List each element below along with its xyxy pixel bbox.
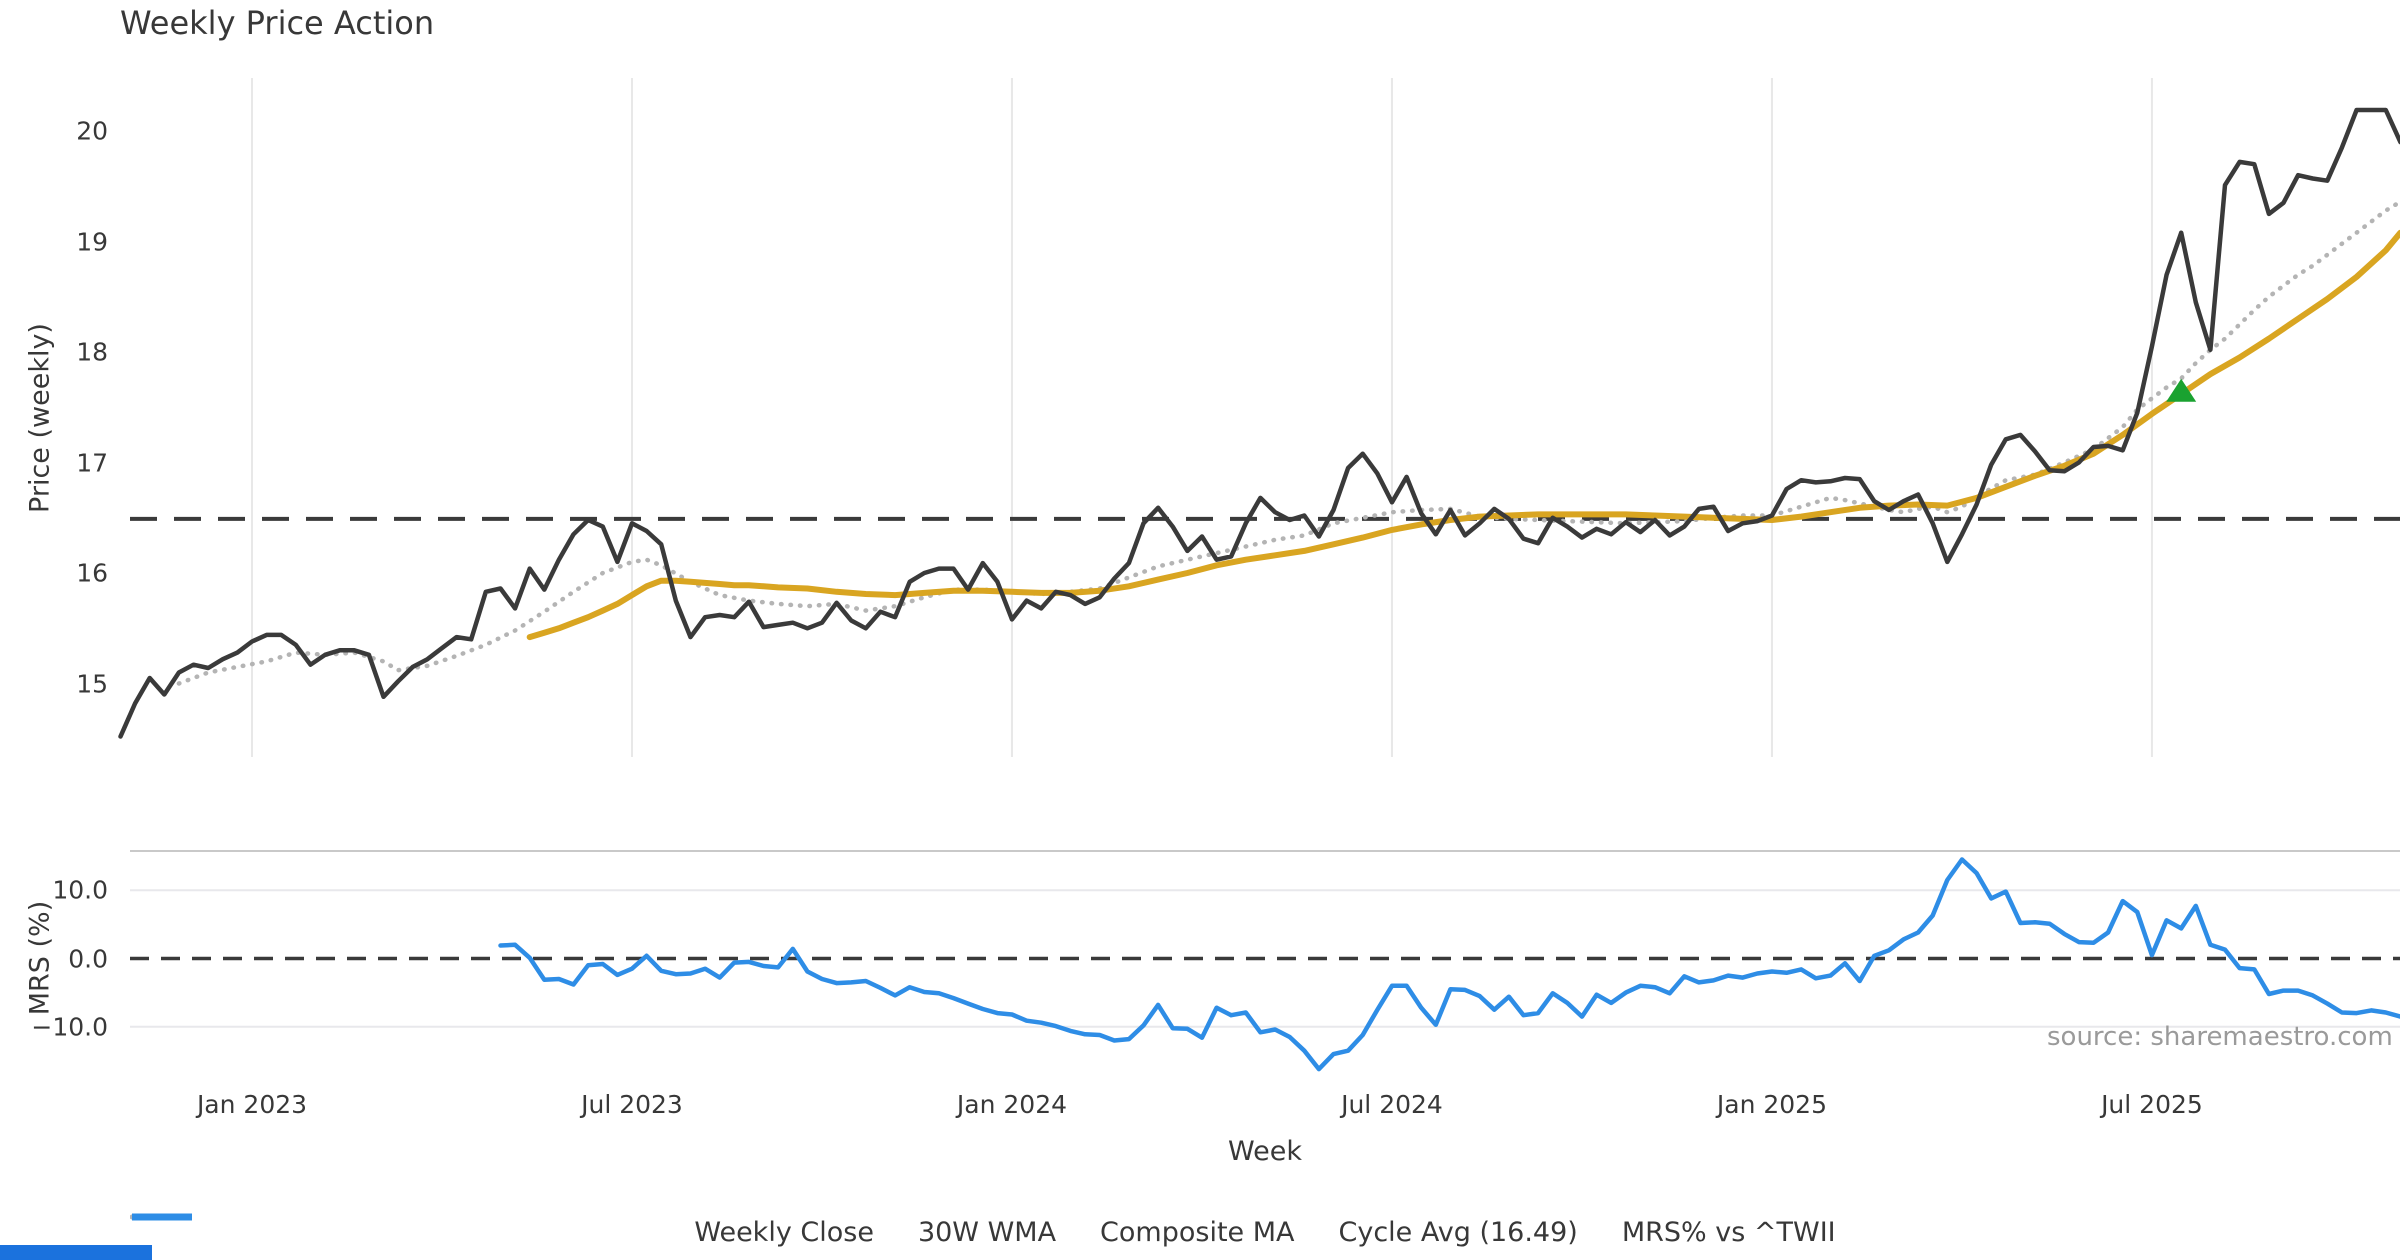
source-watermark: source: sharemaestro.com	[2047, 1022, 2393, 1052]
legend-label: Cycle Avg (16.49)	[1338, 1216, 1578, 1248]
week-axis-label: Week	[1228, 1136, 1302, 1167]
mrs-line	[498, 857, 2400, 1072]
chart-legend: Weekly Close 30W WMA Composite MA Cycle Avg…	[130, 1210, 2400, 1254]
price-y-tick-label: 15	[76, 669, 108, 698]
bottom-left-blue-strip	[0, 1245, 152, 1260]
x-tick-label: Jul 2025	[2101, 1090, 2203, 1119]
legend-swatch-solid	[132, 1213, 192, 1221]
legend-item: Composite MA	[130, 1214, 1295, 1248]
legend-item: Weekly Close	[132, 1213, 874, 1248]
legend-item: 30W WMA	[132, 1213, 1057, 1248]
legend-label: Weekly Close	[694, 1216, 874, 1248]
x-tick-label: Jan 2025	[1716, 1090, 1827, 1119]
price-y-tick-label: 17	[76, 448, 108, 477]
price-y-tick-label: 16	[76, 558, 108, 588]
wma-line	[526, 229, 2400, 641]
price-y-tick-label: 19	[76, 227, 108, 256]
legend-label: MRS% vs ^TWII	[1621, 1216, 1836, 1248]
price-y-tick-label: 20	[76, 116, 108, 146]
legend-item: MRS% vs ^TWII	[132, 1213, 1836, 1248]
weekly-close-line	[118, 107, 2400, 739]
x-tick-label: Jul 2024	[1341, 1090, 1443, 1119]
price-y-tick-label: 18	[76, 337, 108, 367]
mrs-y-tick-label: −10.0	[31, 1012, 108, 1042]
x-tick-label: Jan 2023	[196, 1090, 308, 1119]
up-triangle-marker	[2166, 378, 2197, 402]
mrs-y-tick-label: 0.0	[68, 944, 108, 973]
x-tick-label: Jan 2024	[956, 1090, 1068, 1119]
legend-label: Composite MA	[1100, 1216, 1295, 1248]
legend-item: Cycle Avg (16.49)	[132, 1214, 1578, 1248]
x-tick-label: Jul 2023	[581, 1090, 683, 1119]
composite-ma-line	[176, 199, 2400, 686]
chart-title: Weekly Price Action	[120, 4, 435, 42]
legend-label: 30W WMA	[917, 1216, 1057, 1248]
mrs-y-tick-label: 10.0	[52, 875, 108, 905]
